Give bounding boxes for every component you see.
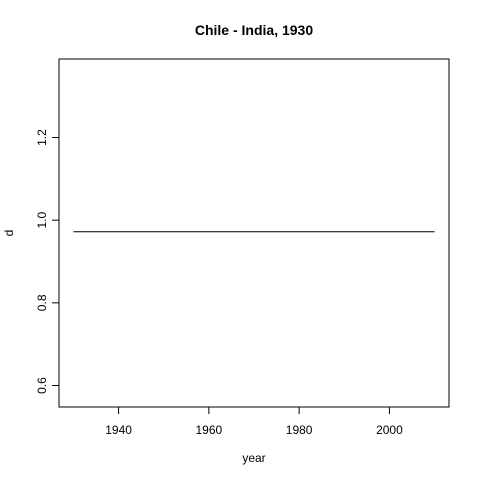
y-axis: 0.6 0.8 1.0 1.2 [35, 129, 60, 394]
chart-title: Chile - India, 1930 [195, 22, 313, 38]
y-tick-label: 0.6 [35, 377, 49, 394]
x-tick-label: 1960 [196, 423, 223, 437]
plot-frame [58, 58, 450, 408]
y-tick-label: 0.8 [35, 294, 49, 311]
y-tick-label: 1.2 [35, 129, 49, 146]
x-axis: 1940 1960 1980 2000 [105, 406, 403, 437]
x-tick-label: 1980 [286, 423, 313, 437]
x-axis-label: year [242, 451, 265, 465]
y-axis-label: d [2, 230, 16, 237]
x-tick-label: 1940 [105, 423, 132, 437]
y-tick-label: 1.0 [35, 212, 49, 229]
x-tick-label: 2000 [376, 423, 403, 437]
